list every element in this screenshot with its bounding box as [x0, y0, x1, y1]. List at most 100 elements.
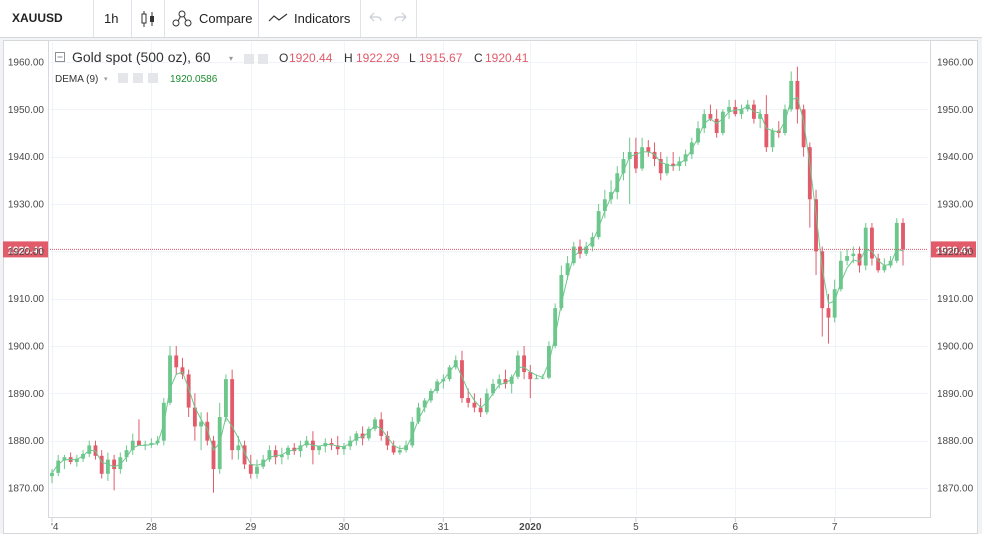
- candle: [621, 151, 626, 181]
- candle: [404, 440, 408, 453]
- x-tick-label: 31: [438, 522, 450, 533]
- indicator-remove-icon[interactable]: [148, 73, 158, 83]
- candle: [385, 431, 390, 451]
- candle-body: [342, 446, 346, 450]
- y-tick-label: 1950.00: [8, 105, 45, 116]
- toolbar-divider: [360, 0, 361, 37]
- candle-body: [472, 402, 477, 408]
- indicator-hide-icon[interactable]: [133, 73, 143, 83]
- candle: [236, 435, 241, 460]
- candle-body: [385, 435, 390, 446]
- candle: [255, 459, 259, 479]
- candle: [342, 443, 346, 455]
- indicator-menu-caret[interactable]: ▾: [104, 76, 108, 83]
- candle-body: [727, 106, 731, 112]
- series-settings-icon[interactable]: [244, 54, 254, 64]
- candle: [596, 204, 601, 240]
- x-tick-label: '4: [51, 522, 59, 533]
- candle: [416, 402, 421, 425]
- time-scale[interactable]: '4 28 29 30 31 2020 5 6 7: [51, 518, 838, 533]
- candle-body: [379, 419, 384, 436]
- candle: [93, 440, 98, 460]
- chart-frame: [3, 40, 978, 534]
- candles-style-icon[interactable]: [140, 9, 156, 29]
- candle: [696, 121, 700, 145]
- candle-body: [665, 163, 669, 174]
- candle-body: [863, 227, 868, 266]
- candle: [509, 374, 514, 394]
- candle-body: [62, 457, 67, 461]
- candle-body: [876, 258, 881, 271]
- indicator-value: 1920.0586: [170, 74, 218, 85]
- price-scale-left[interactable]: 1870.00 1880.00 1890.00 1900.00 1910.00 1920.…: [8, 58, 45, 495]
- candle-body: [795, 80, 800, 110]
- candle: [727, 99, 731, 119]
- redo-icon[interactable]: [394, 12, 408, 24]
- high-value: 1922.29: [356, 51, 400, 65]
- x-tick-label: 29: [245, 522, 257, 533]
- candle: [602, 189, 607, 219]
- candle-body: [646, 147, 651, 152]
- candle-body: [584, 246, 589, 254]
- candle-body: [807, 147, 812, 200]
- y-tick-label: 1960.00: [8, 58, 45, 69]
- x-tick-label: 30: [338, 522, 350, 533]
- compare-icon[interactable]: [171, 9, 193, 29]
- candle-body: [236, 445, 241, 451]
- indicator-name: DEMA (9): [55, 74, 98, 85]
- candle: [453, 355, 458, 370]
- candle-body: [621, 159, 626, 174]
- candle-body: [714, 118, 719, 133]
- y-tick-label: 1890.00: [8, 389, 45, 400]
- candle-body: [826, 308, 831, 318]
- candle-body: [205, 421, 210, 441]
- symbol-search[interactable]: XAUUSD: [12, 11, 63, 25]
- candle-body: [571, 246, 576, 264]
- y-tick-label: 1920.00: [937, 247, 974, 258]
- candle: [186, 369, 191, 417]
- candle-body: [882, 265, 887, 271]
- dema-line: [51, 96, 904, 474]
- candle-body: [105, 459, 110, 474]
- interval-button[interactable]: 1h: [104, 11, 119, 26]
- y-tick-label: 1920.00: [8, 247, 45, 258]
- series-menu-caret[interactable]: ▾: [229, 54, 233, 63]
- candle-body: [248, 464, 253, 474]
- candle: [615, 166, 620, 200]
- series-hide-icon[interactable]: [258, 54, 268, 64]
- x-tick-label: 7: [832, 522, 838, 533]
- candle-body: [391, 445, 396, 453]
- candle-body: [255, 466, 259, 474]
- candle-body: [199, 421, 204, 427]
- candle: [286, 445, 290, 460]
- indicators-icon[interactable]: [268, 12, 288, 24]
- price-scale-right[interactable]: 1870.00 1880.00 1890.00 1900.00 1910.00 1920.…: [937, 58, 974, 495]
- candle: [149, 438, 154, 448]
- candle-body: [522, 355, 527, 373]
- candle: [87, 440, 92, 458]
- candle: [497, 374, 502, 389]
- indicators-button[interactable]: Indicators: [294, 11, 351, 26]
- candle-body: [410, 421, 415, 446]
- candle-body: [137, 440, 141, 446]
- candle-body: [298, 445, 303, 452]
- candle-body: [553, 308, 558, 346]
- candle: [845, 248, 850, 266]
- grid-lines: [50, 42, 928, 516]
- candle: [56, 454, 61, 477]
- candle-body: [130, 440, 135, 451]
- compare-button[interactable]: Compare: [199, 11, 253, 26]
- low-value: 1915.67: [419, 51, 463, 65]
- candle-body: [534, 378, 539, 380]
- candle-body: [192, 407, 197, 427]
- candle: [99, 450, 104, 479]
- indicator-settings-icon[interactable]: [118, 73, 128, 83]
- candle: [658, 151, 663, 181]
- candle-body: [497, 379, 502, 384]
- candle: [627, 137, 632, 204]
- candle-body: [99, 455, 104, 474]
- undo-icon[interactable]: [368, 12, 382, 24]
- candle-body: [851, 253, 856, 257]
- candle-body: [702, 114, 707, 129]
